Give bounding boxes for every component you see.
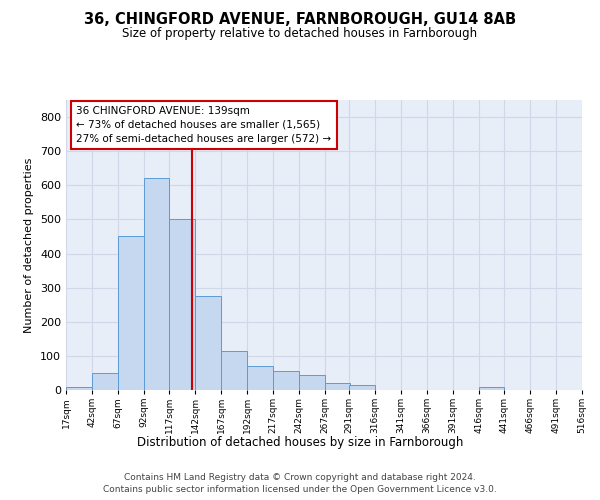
Bar <box>247 366 273 390</box>
Text: 36, CHINGFORD AVENUE, FARNBOROUGH, GU14 8AB: 36, CHINGFORD AVENUE, FARNBOROUGH, GU14 … <box>84 12 516 28</box>
Bar <box>349 385 375 390</box>
Bar <box>273 371 299 390</box>
Bar <box>325 383 350 390</box>
Text: Contains HM Land Registry data © Crown copyright and database right 2024.: Contains HM Land Registry data © Crown c… <box>124 472 476 482</box>
Text: Contains public sector information licensed under the Open Government Licence v3: Contains public sector information licen… <box>103 485 497 494</box>
Bar <box>479 386 505 390</box>
Y-axis label: Number of detached properties: Number of detached properties <box>25 158 34 332</box>
Bar <box>169 220 195 390</box>
Bar <box>221 351 247 390</box>
Text: 36 CHINGFORD AVENUE: 139sqm
← 73% of detached houses are smaller (1,565)
27% of : 36 CHINGFORD AVENUE: 139sqm ← 73% of det… <box>76 106 331 144</box>
Bar <box>118 236 143 390</box>
Bar <box>92 373 118 390</box>
Bar <box>299 374 325 390</box>
Text: Distribution of detached houses by size in Farnborough: Distribution of detached houses by size … <box>137 436 463 449</box>
Bar <box>195 296 221 390</box>
Text: Size of property relative to detached houses in Farnborough: Size of property relative to detached ho… <box>122 28 478 40</box>
Bar <box>66 386 92 390</box>
Bar <box>143 178 169 390</box>
